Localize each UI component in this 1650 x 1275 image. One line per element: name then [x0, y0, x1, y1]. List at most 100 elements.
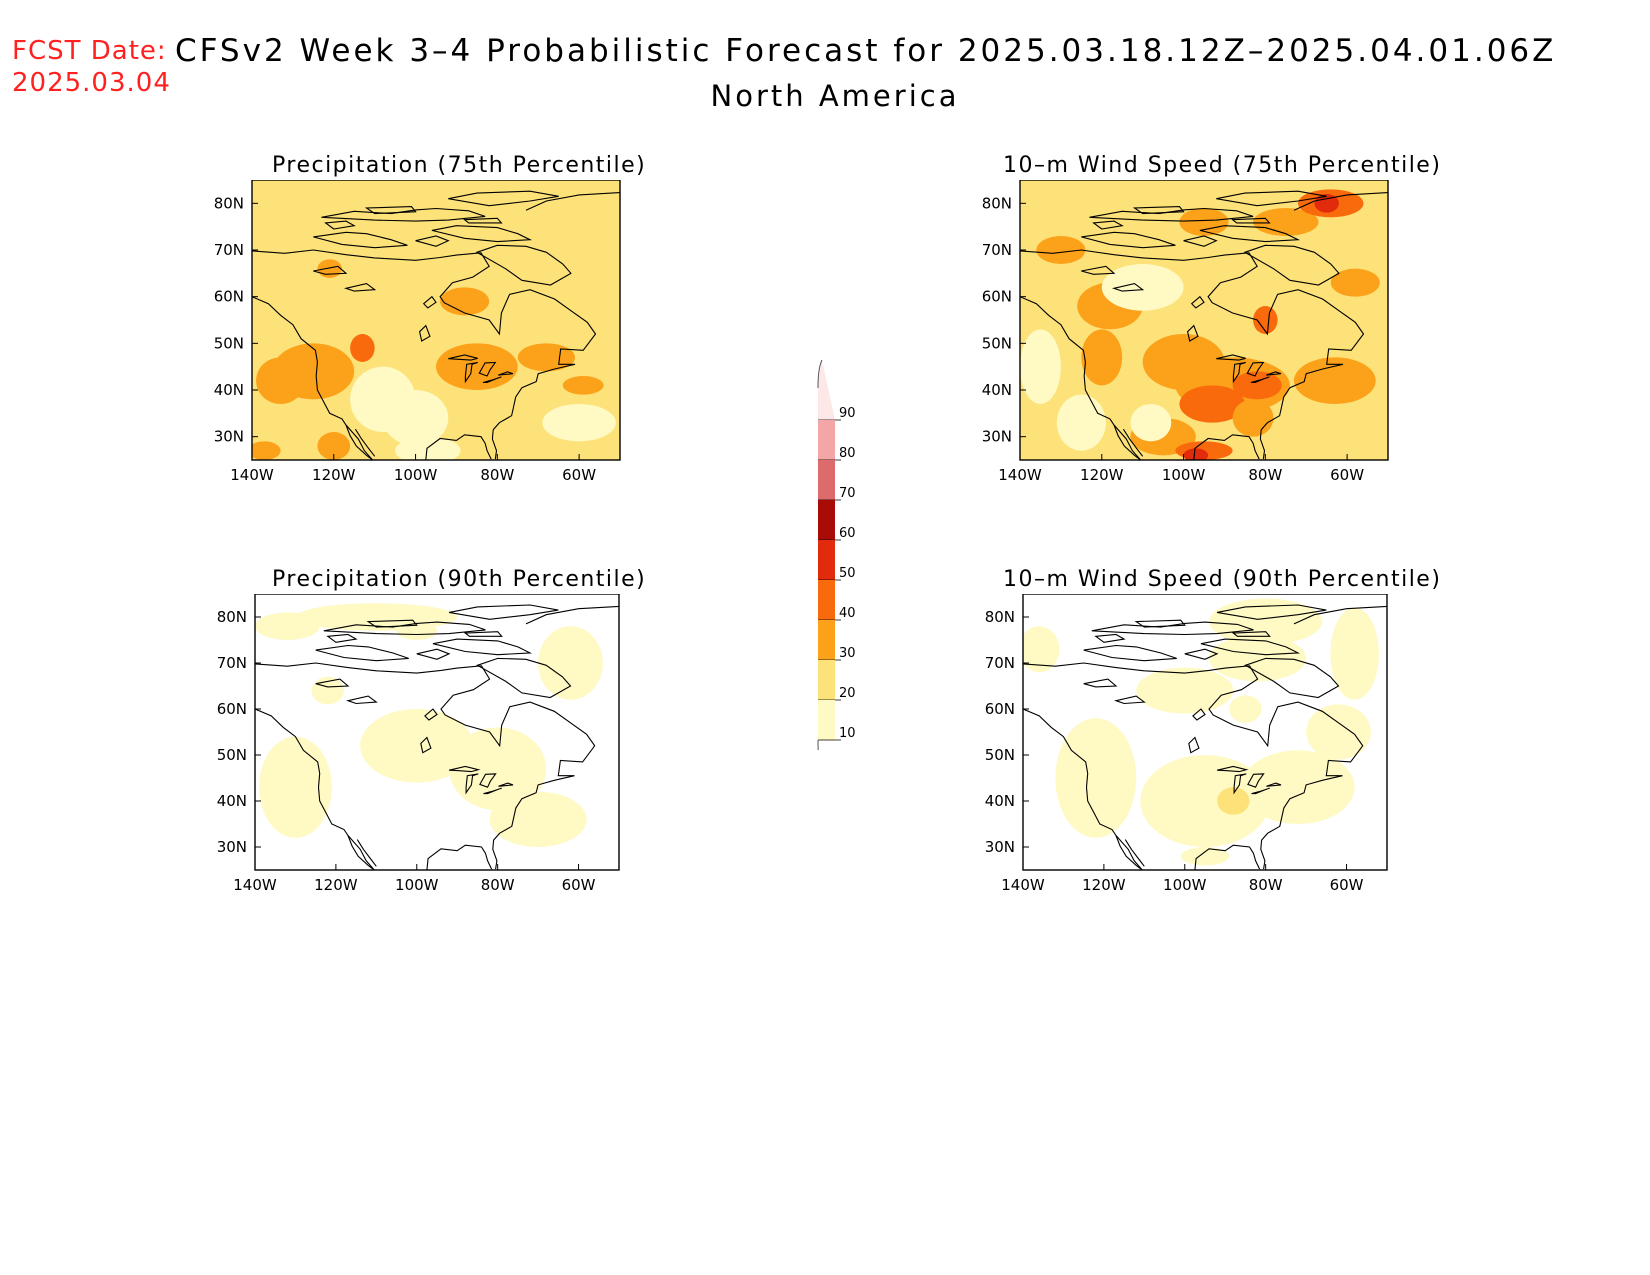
probability-shading [1241, 750, 1355, 824]
probability-shading [558, 212, 600, 250]
coastline [479, 773, 497, 788]
lat-tick-label: 60N [214, 288, 244, 306]
coastline [1183, 235, 1218, 247]
lon-tick-label: 100W [395, 876, 439, 894]
probability-shading [1330, 607, 1379, 700]
coastline [416, 648, 451, 660]
probability-shading [1217, 787, 1250, 815]
lon-tick-label: 60W [1330, 466, 1364, 484]
map-frame [254, 594, 620, 871]
coastline [255, 662, 596, 870]
lat-tick-label: 40N [985, 792, 1015, 810]
probability-shading [256, 357, 306, 404]
coastline [448, 354, 478, 361]
coastline [313, 231, 408, 249]
probability-shading [1183, 448, 1209, 460]
lat-tick-label: 50N [985, 746, 1015, 764]
coastline [525, 605, 619, 625]
lat-tick-label: 50N [982, 334, 1012, 352]
probability-shading [542, 404, 616, 442]
probability-shading [1055, 718, 1137, 838]
probability-shading [1209, 598, 1323, 645]
coastline [498, 782, 514, 787]
coastline [448, 604, 559, 620]
coastline [425, 434, 492, 460]
coastline [1244, 657, 1340, 699]
coastline [364, 206, 417, 215]
probability-shading [1130, 404, 1172, 442]
lon-tick-label: 140W [1001, 876, 1045, 894]
map-precip-90th: 140W 120W 100W 80W 60W 80N 70N 60N 50N 40N 30N [217, 594, 620, 894]
coastline [1113, 424, 1141, 460]
probability-shading [1232, 399, 1274, 437]
colorbar-segment [818, 700, 835, 740]
coastline [1092, 220, 1124, 230]
coastline [1114, 695, 1146, 705]
coastline [1134, 619, 1186, 628]
colorbar-outline [817, 359, 823, 389]
probability-shading [1140, 755, 1270, 847]
lon-tick-label: 120W [1082, 876, 1126, 894]
probability-shading [360, 709, 474, 783]
lat-tick-label: 80N [217, 608, 247, 626]
map-wind-75th: 140W 120W 100W 80W 60W 80N 70N 60N 50N 40N 30N [982, 180, 1389, 484]
coastline [483, 787, 502, 795]
probability-colorbar: 90 80 70 60 50 40 30 20 10 [817, 359, 856, 750]
coastline [478, 361, 497, 377]
coastline [1251, 787, 1270, 795]
panel-title-wind-90: 10–m Wind Speed (90th Percentile) [1003, 567, 1442, 592]
coastline [366, 619, 418, 628]
coastline [475, 244, 572, 286]
coastline [1199, 225, 1301, 243]
coastline [498, 371, 514, 376]
probability-shading [1314, 194, 1339, 213]
panel-title-wind-75: 10–m Wind Speed (75th Percentile) [1003, 153, 1442, 178]
coastline [252, 296, 374, 460]
coastline [1216, 765, 1249, 773]
coastline [354, 428, 376, 457]
coastline [1266, 371, 1282, 376]
coastline [418, 324, 431, 342]
coastline [1216, 190, 1327, 207]
coastline [315, 644, 409, 662]
probability-shading [538, 626, 603, 700]
lon-tick-label: 60W [562, 876, 596, 894]
lon-tick-label: 80W [1249, 876, 1283, 894]
coastline [1190, 295, 1205, 309]
region-subtitle-text: North America [710, 79, 960, 113]
coastline [1124, 839, 1145, 867]
coastline [313, 265, 348, 275]
probability-shading [1056, 394, 1106, 451]
lat-tick-label: 30N [217, 838, 247, 856]
coastline [1216, 604, 1327, 620]
coastline [431, 225, 533, 243]
lon-tick-label: 120W [314, 876, 358, 894]
probability-shading [1232, 371, 1282, 400]
lon-tick-label: 140W [998, 466, 1042, 484]
lon-tick-label: 120W [1080, 466, 1124, 484]
coastline [1233, 773, 1247, 795]
probability-shading [1179, 385, 1245, 423]
probability-shading [252, 441, 281, 460]
probability-shading [1023, 626, 1060, 673]
coastline [1200, 638, 1301, 656]
coastline [1231, 631, 1271, 637]
coastline [1081, 265, 1116, 275]
colorbar-segment [818, 660, 835, 700]
probability-shading [517, 343, 576, 372]
lon-tick-label: 100W [394, 466, 438, 484]
coastline [1094, 633, 1126, 643]
probability-shading [489, 791, 587, 847]
coastline [255, 708, 375, 870]
lon-tick-label: 80W [480, 466, 514, 484]
coastline [420, 736, 432, 754]
coastline [1091, 621, 1254, 636]
coastline [1020, 296, 1142, 460]
lat-tick-label: 80N [982, 194, 1012, 212]
forecast-date-value: 2025.03.04 [12, 68, 171, 98]
map-frame [251, 180, 621, 461]
probability-shading [317, 432, 351, 460]
map-frame [1019, 180, 1389, 461]
probability-shading [436, 343, 518, 390]
coastline [1115, 835, 1143, 870]
